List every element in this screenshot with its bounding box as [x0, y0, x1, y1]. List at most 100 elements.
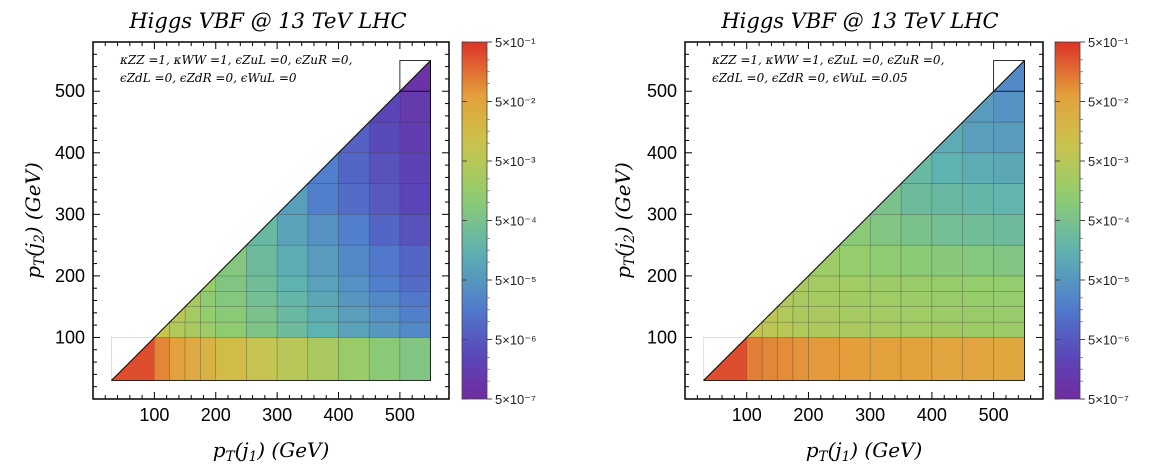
heatmap-cell	[184, 337, 201, 381]
y-tick-label: 200	[647, 266, 677, 286]
heatmap-cell	[276, 275, 309, 292]
y-tick-label: 100	[647, 327, 677, 347]
heatmap-cell	[399, 244, 431, 277]
heatmap-cell	[399, 321, 431, 338]
heatmap-cell	[777, 337, 794, 381]
heatmap-cell	[368, 306, 401, 323]
y-axis-title: pT(j2) (GeV)	[611, 162, 638, 279]
y-axis-title-group: pT(j2) (GeV)	[611, 162, 638, 279]
heatmap-cell	[215, 321, 247, 338]
heatmap-cell	[993, 121, 1025, 154]
heatmap-cell	[962, 121, 994, 154]
heatmap-cell	[869, 321, 902, 338]
diagonal-line	[703, 60, 1025, 381]
heatmap-cell	[761, 337, 778, 381]
heatmap-cell	[368, 152, 401, 184]
y-axis-title: pT(j2) (GeV)	[21, 162, 48, 279]
heatmap-cell	[869, 306, 902, 323]
heatmap-cell	[900, 275, 933, 292]
heatmap-cell	[215, 337, 247, 381]
heatmap-cell	[338, 183, 370, 215]
heatmap-cell	[962, 183, 994, 215]
heatmap-cell	[368, 291, 401, 307]
x-axis-title: pT(j1) (GeV)	[806, 438, 923, 465]
heatmap-cell	[962, 337, 994, 381]
heatmap-cell	[993, 90, 1025, 123]
heatmap-cell	[900, 244, 933, 277]
y-tick-label: 500	[647, 81, 677, 101]
heatmap-cell	[338, 152, 370, 184]
x-tick-label: 500	[385, 405, 415, 425]
heatmap-cell	[338, 244, 370, 277]
colorbar-tick-label: 5×10⁻²	[1088, 95, 1129, 110]
heatmap-cell	[869, 214, 902, 246]
heatmap-cell	[399, 337, 431, 381]
heatmap-cell	[962, 214, 994, 246]
heatmap-cell	[900, 214, 933, 246]
heatmap-cell	[368, 183, 401, 215]
colorbar-tick-label: 5×10⁻¹	[495, 35, 536, 50]
y-tick-label: 400	[55, 143, 85, 163]
heatmap-cell	[869, 244, 902, 277]
heatmap-cell	[154, 337, 170, 381]
heatmap-cell	[200, 306, 217, 323]
heatmap-cell	[215, 291, 247, 307]
heatmap-cell	[276, 337, 309, 381]
colorbar-tick-label: 5×10⁻³	[1088, 154, 1129, 169]
plot-frame	[92, 41, 450, 400]
heatmap-cell	[338, 321, 370, 338]
heatmap-cell	[399, 90, 431, 123]
colorbar-tick-label: 5×10⁻²	[495, 95, 536, 110]
diagonal-line	[111, 60, 431, 381]
y-tick-label: 200	[55, 266, 85, 286]
heatmap-cell	[746, 337, 763, 381]
heatmap-cell	[931, 214, 964, 246]
heatmap-cell	[200, 291, 217, 307]
heatmap-cell	[839, 337, 871, 381]
heatmap-cell	[307, 214, 339, 246]
heatmap-cell	[368, 121, 401, 154]
top-cell-outline	[399, 60, 431, 92]
heatmap-cell	[338, 275, 370, 292]
chart-title: Higgs VBF @ 13 TeV LHC	[720, 9, 998, 33]
x-tick-label: 400	[917, 405, 947, 425]
x-tick-label: 400	[323, 405, 353, 425]
y-tick-label: 400	[647, 143, 677, 163]
heatmap-cell	[993, 291, 1025, 307]
heatmap-cell	[169, 337, 186, 381]
chart-panel-2: Higgs VBF @ 13 TeV LHC 100 200 300 400 500 100…	[611, 9, 1130, 465]
x-tick-label: 300	[262, 405, 292, 425]
heatmap-cell	[307, 244, 339, 277]
heatmap-cell	[307, 291, 339, 307]
y-tick-label: 500	[55, 81, 85, 101]
heatmap-cell	[399, 306, 431, 323]
region-border	[703, 60, 1025, 381]
top-cell-outline	[993, 60, 1025, 92]
heatmap-cell	[761, 321, 778, 338]
heatmap-cell	[869, 337, 902, 381]
colorbar-tick-label: 5×10⁻⁶	[495, 333, 537, 348]
parameter-line-2: ϵZdL =0, ϵZdR =0, ϵWuL =0.05	[712, 71, 908, 85]
chart-panel-1: Higgs VBF @ 13 TeV LHC 100 200 300 400 500 100…	[21, 9, 537, 465]
heatmap-cell	[307, 275, 339, 292]
heatmap-cell	[869, 291, 902, 307]
heatmap-cell	[368, 337, 401, 381]
plot-frame	[684, 41, 1044, 400]
x-axis-title: pT(j1) (GeV)	[213, 438, 330, 465]
heatmap-cell	[307, 337, 339, 381]
heatmap-cell	[184, 306, 201, 323]
heatmap-cell	[276, 291, 309, 307]
heatmap-cell	[839, 244, 871, 277]
heatmap-cell	[399, 121, 431, 154]
heatmap-cell	[900, 291, 933, 307]
heatmap-cell	[931, 275, 964, 292]
y-tick-label: 100	[55, 327, 85, 347]
heatmap-cell	[839, 306, 871, 323]
heatmap-cell	[338, 291, 370, 307]
heatmap-cell	[399, 214, 431, 246]
heatmap-cell	[200, 321, 217, 338]
heatmap-cell	[993, 152, 1025, 184]
heatmap-cell	[808, 275, 840, 292]
heatmap-cell	[808, 337, 840, 381]
heatmap-cell	[839, 291, 871, 307]
